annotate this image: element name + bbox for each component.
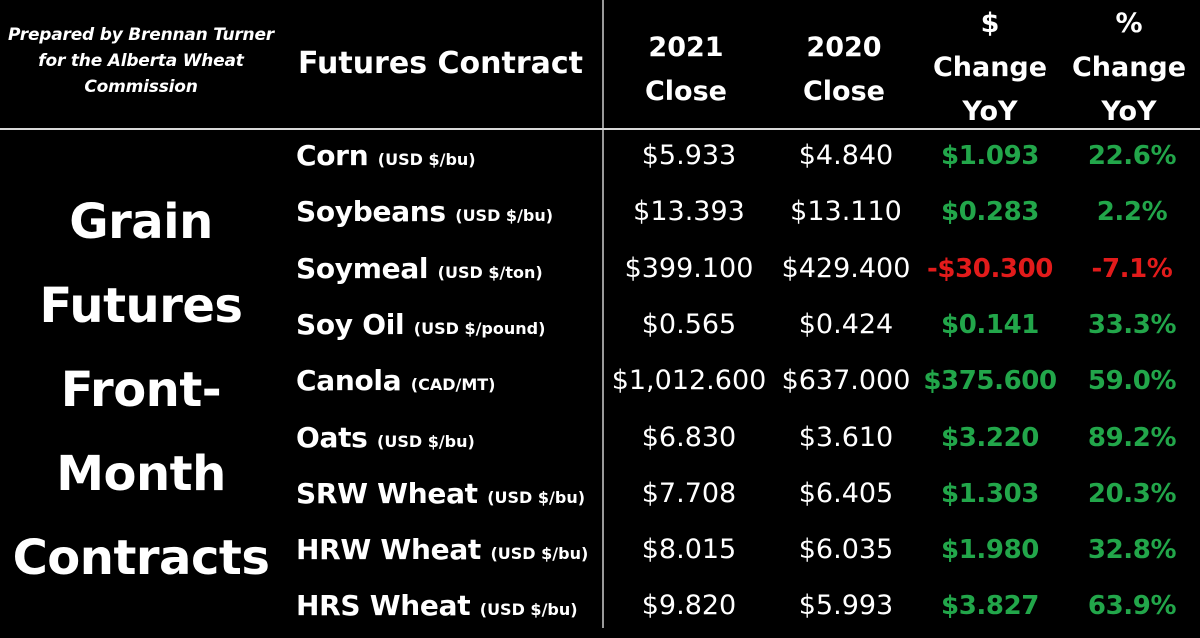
dollar-change-value: $1.303 [941,478,1039,509]
contract-unit: (USD $/bu) [377,150,476,169]
header-futures-contract: Futures Contract [298,46,583,81]
header-percent-change-line-2: Change [1071,52,1187,83]
contract-name: Soymeal (USD $/ton) [296,241,543,297]
contract-label: Soymeal [296,251,429,285]
close-2021-value: $399.100 [624,252,754,284]
dollar-change-value: $375.600 [923,366,1057,397]
percent-change-value: 63.9% [1087,591,1177,622]
contract-unit: (USD $/bu) [479,600,578,620]
table-row: Oats (USD $/bu) $6.830 $3.610 $3.220 89.2% [0,410,1200,466]
percent-change-value: 89.2% [1087,422,1177,453]
contract-name: HRS Wheat (USD $/bu) [296,578,578,634]
percent-change-value: 59.0% [1087,366,1177,397]
header-divider [0,128,1200,130]
header-2021-close-line-1: 2021 [648,32,724,63]
contract-unit: (USD $/bu) [455,206,554,226]
close-2021-value: $7.708 [641,477,737,509]
close-2021-value: $0.565 [641,308,737,340]
percent-change-value: 2.2% [1096,197,1168,228]
close-2021-value: $9.820 [641,590,737,622]
close-2021-value: $6.830 [641,421,737,453]
contract-name: Corn (USD $/bu) [296,128,476,184]
header-percent-change-line-3: YoY [1101,96,1157,127]
contract-name: HRW Wheat (USD $/bu) [296,522,588,578]
header-dollar-change-line-3: YoY [962,96,1018,127]
side-title-line-1: Grain [69,194,213,250]
side-title-line-4: Month [56,446,226,502]
contract-unit: (USD $/bu) [487,487,586,507]
table-row: SRW Wheat (USD $/bu) $7.708 $6.405 $1.303 20… [0,466,1200,522]
contract-unit: (USD $/bu) [377,431,475,451]
header-2021-close-line-2: Close [644,76,727,107]
credit-line-3: Commission [84,77,198,97]
header-dollar-change-line-2: Change [932,52,1048,83]
contract-label: Corn [296,139,369,172]
close-2020-value: $13.110 [790,196,902,228]
percent-change-value: 22.6% [1087,141,1177,171]
dollar-change-value: $3.220 [941,422,1039,453]
close-2020-value: $6.035 [798,534,894,566]
table-row: Soybeans (USD $/bu) $13.393 $13.110 $0.283 2… [0,184,1200,240]
contract-name: Soy Oil (USD $/pound) [296,297,545,353]
contract-name: Soybeans (USD $/bu) [296,184,553,240]
contract-label: HRS Wheat [296,589,471,623]
contract-unit: (USD $/pound) [413,318,546,338]
contract-label: Soybeans [296,195,446,229]
header-percent-change-line-1: % [1115,8,1143,39]
dollar-change-value: $1.980 [941,535,1039,566]
table-row: HRW Wheat (USD $/bu) $8.015 $6.035 $1.980 32… [0,522,1200,578]
percent-change-value: 33.3% [1087,309,1177,340]
header-dollar-change: $ Change YoY [922,2,1058,134]
close-2020-value: $4.840 [798,140,894,171]
contract-unit: (USD $/bu) [490,544,589,564]
header-2021-close: 2021 Close [606,26,766,114]
header-2020-close-line-1: 2020 [806,32,882,63]
header-2020-close: 2020 Close [766,26,922,114]
close-2021-value: $13.393 [633,196,745,228]
table-row: Soy Oil (USD $/pound) $0.565 $0.424 $0.141 3… [0,297,1200,353]
dollar-change-value: -$30.300 [926,253,1053,284]
contract-unit: (CAD/MT) [410,375,496,395]
contract-unit: (USD $/ton) [437,262,543,282]
header-2020-close-line-2: Close [802,76,885,107]
close-2020-value: $429.400 [781,252,911,284]
side-title-line-3: Front- [60,362,222,418]
table-row: Canola (CAD/MT) $1,012.600 $637.000 $375.60… [0,353,1200,409]
close-2020-value: $637.000 [781,365,911,397]
close-2020-value: $0.424 [798,308,894,340]
contract-label: Oats [296,420,368,454]
column-divider [602,0,604,628]
contract-name: SRW Wheat (USD $/bu) [296,466,585,522]
close-2020-value: $3.610 [798,421,894,453]
percent-change-value: -7.1% [1091,253,1173,284]
side-title-line-2: Futures [39,278,243,334]
close-2020-value: $6.405 [798,477,894,509]
contract-label: HRW Wheat [296,533,482,567]
dollar-change-value: $0.283 [941,197,1039,228]
credit-line-2: for the Alberta Wheat [38,51,244,71]
dollar-change-value: $3.827 [941,591,1039,622]
dollar-change-value: $1.093 [941,141,1039,171]
contract-name: Oats (USD $/bu) [296,410,475,466]
percent-change-value: 32.8% [1087,535,1177,566]
close-2021-value: $5.933 [641,140,737,171]
table-row: Corn (USD $/bu) $5.933 $4.840 $1.093 22.6% [0,128,1200,184]
table-row: HRS Wheat (USD $/bu) $9.820 $5.993 $3.827 63… [0,578,1200,634]
dollar-change-value: $0.141 [941,309,1039,340]
side-title: Grain Futures Front- Month Contracts [0,180,282,600]
header-dollar-change-line-1: $ [980,8,1000,39]
side-title-line-5: Contracts [12,530,270,586]
credit-note: Prepared by Brennan Turner for the Alber… [0,22,282,100]
header-percent-change: % Change YoY [1058,2,1200,134]
percent-change-value: 20.3% [1087,478,1177,509]
contract-label: SRW Wheat [296,476,478,510]
close-2021-value: $8.015 [641,534,737,566]
credit-line-1: Prepared by Brennan Turner [8,25,274,45]
close-2020-value: $5.993 [798,590,894,622]
table-row: Soymeal (USD $/ton) $399.100 $429.400 -$30.… [0,241,1200,297]
contract-label: Canola [296,364,402,398]
contract-label: Soy Oil [296,307,405,341]
contract-name: Canola (CAD/MT) [296,353,495,409]
close-2021-value: $1,012.600 [611,365,767,397]
